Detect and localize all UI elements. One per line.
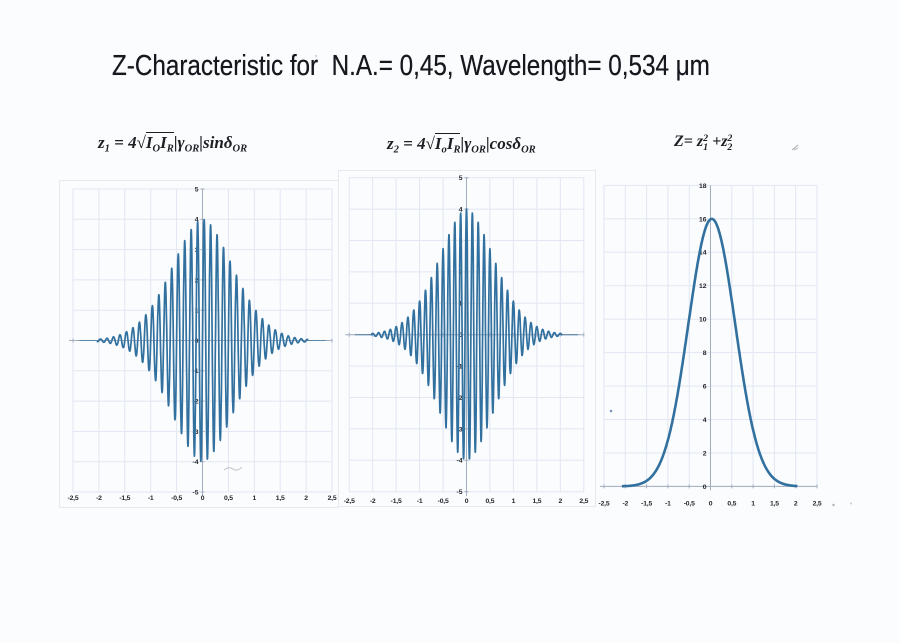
svg-text:0,5: 0,5 (727, 501, 736, 508)
svg-text:0,5: 0,5 (485, 498, 494, 505)
svg-text:6: 6 (703, 384, 707, 391)
svg-text:14: 14 (699, 250, 707, 257)
svg-text:-1: -1 (148, 495, 154, 502)
svg-text:-0,5: -0,5 (438, 498, 449, 505)
svg-text:2,5: 2,5 (813, 501, 822, 508)
svg-text:1,5: 1,5 (532, 498, 541, 505)
svg-text:0: 0 (459, 332, 463, 339)
svg-text:-2,5: -2,5 (68, 495, 79, 502)
svg-text:0: 0 (709, 501, 713, 508)
svg-text:0: 0 (201, 495, 205, 502)
svg-text:-2,5: -2,5 (599, 501, 610, 508)
svg-text:1: 1 (253, 495, 257, 502)
svg-text:1: 1 (512, 498, 516, 505)
svg-text:-2: -2 (456, 395, 462, 402)
svg-text:-1,5: -1,5 (641, 501, 652, 508)
svg-text:5: 5 (195, 186, 199, 193)
svg-text:18: 18 (699, 183, 707, 190)
svg-text:5: 5 (459, 175, 463, 182)
svg-text:4: 4 (195, 217, 199, 224)
svg-text:-4: -4 (456, 458, 462, 465)
svg-text:16: 16 (699, 216, 707, 223)
svg-text:-0,5: -0,5 (171, 495, 182, 502)
svg-text:-2: -2 (622, 501, 628, 508)
svg-text:1: 1 (459, 301, 463, 308)
svg-text:-2: -2 (370, 498, 376, 505)
svg-text:-5: -5 (456, 489, 462, 496)
svg-text:-1,5: -1,5 (391, 498, 402, 505)
svg-text:-2: -2 (96, 495, 102, 502)
svg-text:0: 0 (465, 498, 469, 505)
svg-text:12: 12 (699, 283, 707, 290)
svg-text:2: 2 (794, 501, 798, 508)
svg-text:-1: -1 (417, 498, 423, 505)
svg-text:2: 2 (459, 269, 463, 276)
svg-text:2,5: 2,5 (328, 495, 337, 502)
svg-text:4: 4 (459, 207, 463, 214)
svg-text:2: 2 (703, 450, 707, 457)
svg-text:-5: -5 (192, 489, 198, 496)
svg-text:-0,5: -0,5 (684, 501, 695, 508)
svg-text:-1: -1 (665, 501, 671, 508)
svg-text:0: 0 (703, 484, 707, 491)
svg-text:0,5: 0,5 (224, 495, 233, 502)
svg-text:1,5: 1,5 (770, 501, 779, 508)
svg-text:8: 8 (703, 350, 707, 357)
svg-text:-3: -3 (456, 426, 462, 433)
svg-text:1: 1 (751, 501, 755, 508)
svg-text:2: 2 (304, 495, 308, 502)
svg-text:2: 2 (559, 498, 563, 505)
svg-text:1,5: 1,5 (276, 495, 285, 502)
svg-text:-1,5: -1,5 (119, 495, 130, 502)
svg-text:10: 10 (699, 317, 707, 324)
svg-text:-4: -4 (192, 459, 198, 466)
svg-text:-2,5: -2,5 (344, 498, 355, 505)
svg-text:4: 4 (703, 417, 707, 424)
svg-text:2,5: 2,5 (579, 498, 588, 505)
